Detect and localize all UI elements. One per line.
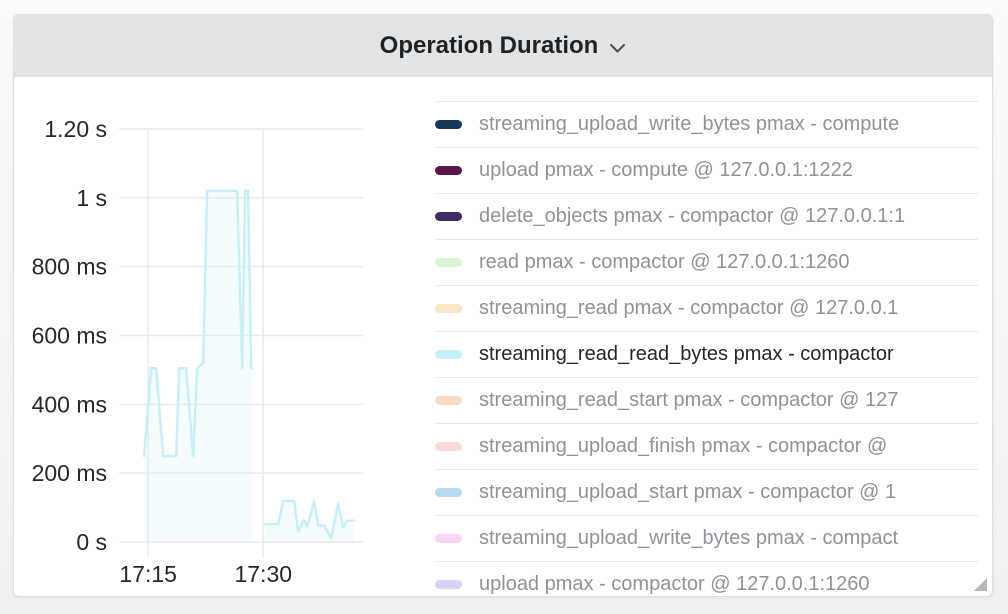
legend-item-label[interactable]: streaming_upload_start pmax - compactor … — [479, 481, 897, 503]
legend-swatch[interactable] — [435, 488, 462, 497]
legend-item[interactable]: streaming_upload_start pmax - compactor … — [435, 469, 978, 515]
y-tick-label: 1.20 s — [44, 116, 107, 142]
legend-item-label[interactable]: streaming_upload_finish pmax - compactor… — [479, 435, 888, 457]
panel-resize-handle[interactable] — [974, 578, 987, 591]
legend-item[interactable]: upload pmax - compute @ 127.0.0.1:1222 — [435, 147, 978, 193]
legend-item-label[interactable]: streaming_upload_write_bytes pmax - comp… — [479, 527, 899, 549]
series-line — [263, 499, 356, 540]
y-tick-label: 800 ms — [32, 254, 107, 280]
legend-list: streaming_upload_write_bytes pmax - comp… — [416, 77, 992, 596]
legend-item[interactable]: streaming_upload_write_bytes pmax - comp… — [435, 101, 978, 147]
legend-item[interactable]: streaming_upload_write_bytes pmax - comp… — [435, 515, 978, 561]
legend-item[interactable]: streaming_read_start pmax - compactor @ … — [435, 377, 978, 423]
x-tick-label: 17:30 — [234, 561, 292, 587]
legend-item[interactable]: read pmax - compactor @ 127.0.0.1:1260 — [435, 239, 978, 285]
chart-canvas[interactable]: 1.20 s 1 s 800 ms 600 ms 400 ms 200 ms 0 s 17:1… — [14, 77, 416, 597]
y-tick-label: 1 s — [76, 185, 107, 211]
panel-body: 1.20 s 1 s 800 ms 600 ms 400 ms 200 ms 0 s 17:1… — [14, 77, 992, 597]
panel-title[interactable]: Operation Duration — [379, 32, 599, 59]
legend-item-label[interactable]: streaming_read pmax - compactor @ 127.0.… — [479, 297, 899, 319]
legend-swatch[interactable] — [435, 534, 462, 543]
legend-item-label[interactable]: upload pmax - compactor @ 127.0.0.1:1260 — [479, 573, 870, 595]
legend-swatch[interactable] — [435, 580, 462, 589]
legend-swatch[interactable] — [435, 258, 462, 267]
operation-duration-panel: Operation Duration 1.20 s 1 s 800 ms 600 ms… — [13, 14, 993, 597]
x-tick-label: 17:15 — [119, 561, 177, 587]
legend-item-label[interactable]: delete_objects pmax - compactor @ 127.0.… — [479, 205, 906, 227]
y-tick-label: 400 ms — [32, 391, 107, 417]
legend-item[interactable]: streaming_read_read_bytes pmax - compact… — [435, 331, 978, 377]
legend-swatch[interactable] — [435, 120, 462, 129]
legend-item-label[interactable]: streaming_read_start pmax - compactor @ … — [479, 389, 899, 411]
chevron-down-icon — [610, 43, 626, 52]
legend-item-label[interactable]: upload pmax - compute @ 127.0.0.1:1222 — [479, 159, 853, 181]
y-tick-label: 600 ms — [32, 323, 107, 349]
legend-swatch[interactable] — [435, 350, 462, 359]
legend-item[interactable]: streaming_upload_finish pmax - compactor… — [435, 423, 978, 469]
legend-swatch[interactable] — [435, 396, 462, 405]
legend-swatch[interactable] — [435, 212, 462, 221]
series-line — [142, 189, 254, 458]
panel-header[interactable]: Operation Duration — [14, 15, 992, 77]
legend-item[interactable]: upload pmax - compactor @ 127.0.0.1:1260 — [435, 561, 978, 596]
legend-item[interactable]: delete_objects pmax - compactor @ 127.0.… — [435, 193, 978, 239]
legend-swatch[interactable] — [435, 304, 462, 313]
legend-swatch[interactable] — [435, 166, 462, 175]
legend-item-label[interactable]: read pmax - compactor @ 127.0.0.1:1260 — [479, 251, 850, 273]
y-tick-label: 0 s — [76, 529, 107, 555]
series-area — [144, 190, 253, 542]
timeseries-chart[interactable]: 1.20 s 1 s 800 ms 600 ms 400 ms 200 ms 0 s 17:1… — [14, 77, 416, 597]
legend-item-label[interactable]: streaming_upload_write_bytes pmax - comp… — [479, 113, 900, 135]
y-tick-label: 200 ms — [32, 460, 107, 486]
legend-swatch[interactable] — [435, 442, 462, 451]
legend-item[interactable]: streaming_read pmax - compactor @ 127.0.… — [435, 285, 978, 331]
legend-item-label[interactable]: streaming_read_read_bytes pmax - compact… — [479, 343, 894, 365]
